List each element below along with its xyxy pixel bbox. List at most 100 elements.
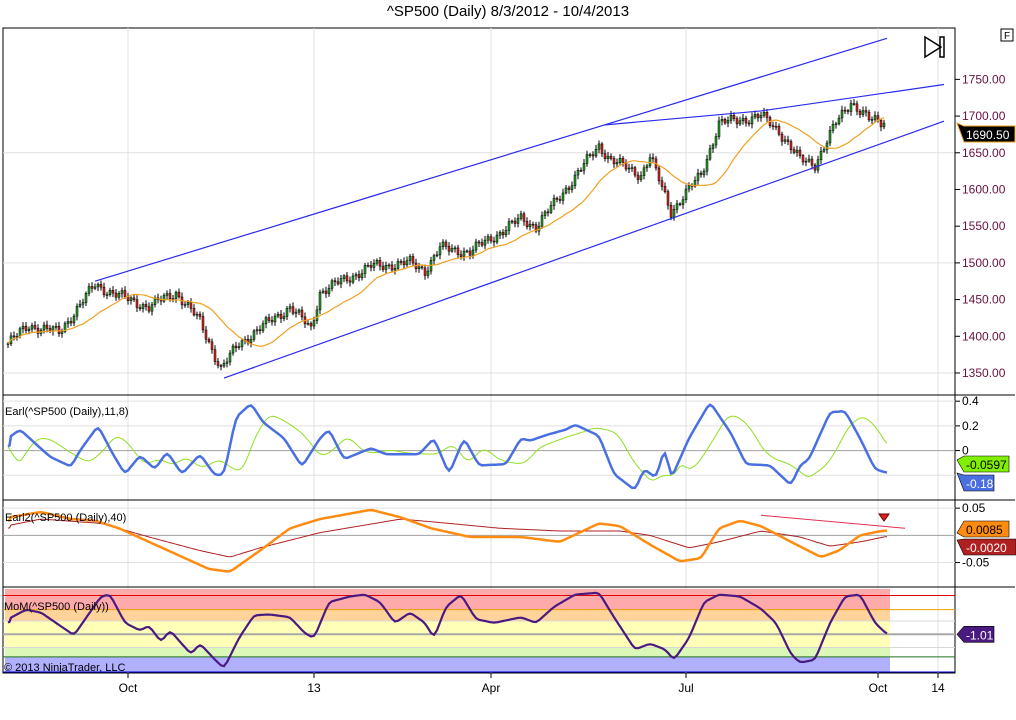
candle-up bbox=[249, 339, 253, 344]
candle-up bbox=[561, 192, 565, 201]
earl2-value-tag bbox=[956, 520, 1010, 538]
candle-up bbox=[483, 239, 487, 246]
candle-down bbox=[456, 247, 460, 255]
candle-up bbox=[642, 167, 646, 176]
candle-up bbox=[504, 230, 508, 236]
candle-up bbox=[645, 165, 649, 169]
candle-down bbox=[666, 191, 670, 206]
candle-up bbox=[762, 112, 766, 116]
candle-down bbox=[786, 139, 790, 142]
candle-down bbox=[525, 221, 529, 228]
sma-line bbox=[7, 117, 885, 347]
candle-down bbox=[555, 197, 559, 200]
candle-up bbox=[162, 295, 166, 302]
candle-up bbox=[30, 325, 34, 330]
candle-up bbox=[573, 174, 577, 186]
candle-up bbox=[528, 223, 532, 228]
f-button[interactable] bbox=[1000, 28, 1014, 42]
candle-up bbox=[183, 304, 187, 306]
candle-up bbox=[294, 311, 298, 314]
scroll-to-end-icon[interactable] bbox=[924, 35, 945, 59]
candle-up bbox=[759, 115, 763, 119]
candle-up bbox=[819, 150, 823, 160]
candle-up bbox=[498, 232, 502, 236]
candle-up bbox=[681, 199, 685, 205]
candle-down bbox=[132, 297, 136, 300]
candle-up bbox=[315, 309, 319, 321]
candle-down bbox=[357, 274, 361, 279]
candle-up bbox=[54, 326, 58, 328]
candle-up bbox=[288, 306, 292, 309]
candle-up bbox=[327, 288, 331, 294]
candle-up bbox=[870, 119, 874, 121]
candle-up bbox=[750, 116, 754, 125]
candle-up bbox=[711, 144, 715, 149]
candle-up bbox=[282, 316, 286, 319]
candle-down bbox=[810, 158, 814, 166]
earl-signal-line bbox=[7, 415, 888, 481]
candle-down bbox=[369, 265, 373, 268]
y-tick-label: 1550.00 bbox=[962, 219, 1006, 233]
candle-down bbox=[291, 306, 295, 314]
candle-up bbox=[396, 261, 400, 269]
candle-down bbox=[780, 133, 784, 142]
candle-up bbox=[462, 250, 466, 257]
candle-down bbox=[300, 309, 304, 318]
candle-down bbox=[99, 284, 103, 288]
candle-up bbox=[474, 241, 478, 251]
candle-up bbox=[465, 250, 469, 253]
divergence-line bbox=[760, 514, 906, 529]
candle-down bbox=[423, 267, 427, 276]
trend-line bbox=[94, 37, 888, 282]
candle-up bbox=[273, 315, 277, 323]
candle-up bbox=[87, 286, 91, 294]
candle-up bbox=[150, 304, 154, 312]
candle-up bbox=[351, 275, 355, 283]
candle-down bbox=[210, 341, 214, 350]
candle-up bbox=[276, 313, 280, 317]
earl-line bbox=[7, 403, 888, 490]
candle-down bbox=[477, 241, 481, 244]
y-tick-label: 1400.00 bbox=[962, 329, 1006, 343]
candle-up bbox=[174, 291, 178, 299]
candle-down bbox=[135, 299, 139, 308]
candle-up bbox=[75, 305, 79, 317]
candle-up bbox=[228, 352, 232, 363]
candle-down bbox=[774, 125, 778, 128]
candle-up bbox=[582, 163, 586, 171]
candle-down bbox=[756, 114, 760, 119]
candle-up bbox=[366, 265, 370, 267]
candle-up bbox=[78, 303, 82, 307]
y-tick-label: 1450.00 bbox=[962, 293, 1006, 307]
candle-down bbox=[390, 264, 394, 271]
earl-signal-value-label: -0.0597 bbox=[966, 458, 1007, 472]
candle-up bbox=[387, 264, 391, 267]
y-tick-label: 1350.00 bbox=[962, 366, 1006, 380]
candle-up bbox=[384, 265, 388, 270]
candle-up bbox=[828, 130, 832, 144]
candle-down bbox=[198, 313, 202, 317]
candle-down bbox=[111, 290, 115, 294]
candle-up bbox=[318, 292, 322, 311]
candle-down bbox=[657, 167, 661, 182]
y-tick-label: 0.05 bbox=[962, 501, 986, 515]
candle-down bbox=[735, 118, 739, 125]
candle-up bbox=[822, 149, 826, 152]
candle-up bbox=[105, 294, 109, 296]
plot-frame bbox=[2, 27, 956, 674]
candle-up bbox=[117, 293, 121, 298]
candle-up bbox=[354, 274, 358, 277]
x-tick-label: Oct bbox=[119, 681, 138, 695]
candle-down bbox=[663, 186, 667, 192]
candle-up bbox=[597, 143, 601, 150]
candle-down bbox=[633, 167, 637, 176]
x-tick-label: Jul bbox=[678, 681, 693, 695]
x-tick-label: 14 bbox=[931, 681, 945, 695]
end-bar bbox=[939, 36, 945, 58]
candle-up bbox=[702, 170, 706, 175]
candle-down bbox=[138, 307, 142, 309]
candle-down bbox=[411, 256, 415, 264]
candle-up bbox=[861, 110, 865, 115]
candle-down bbox=[192, 308, 196, 316]
